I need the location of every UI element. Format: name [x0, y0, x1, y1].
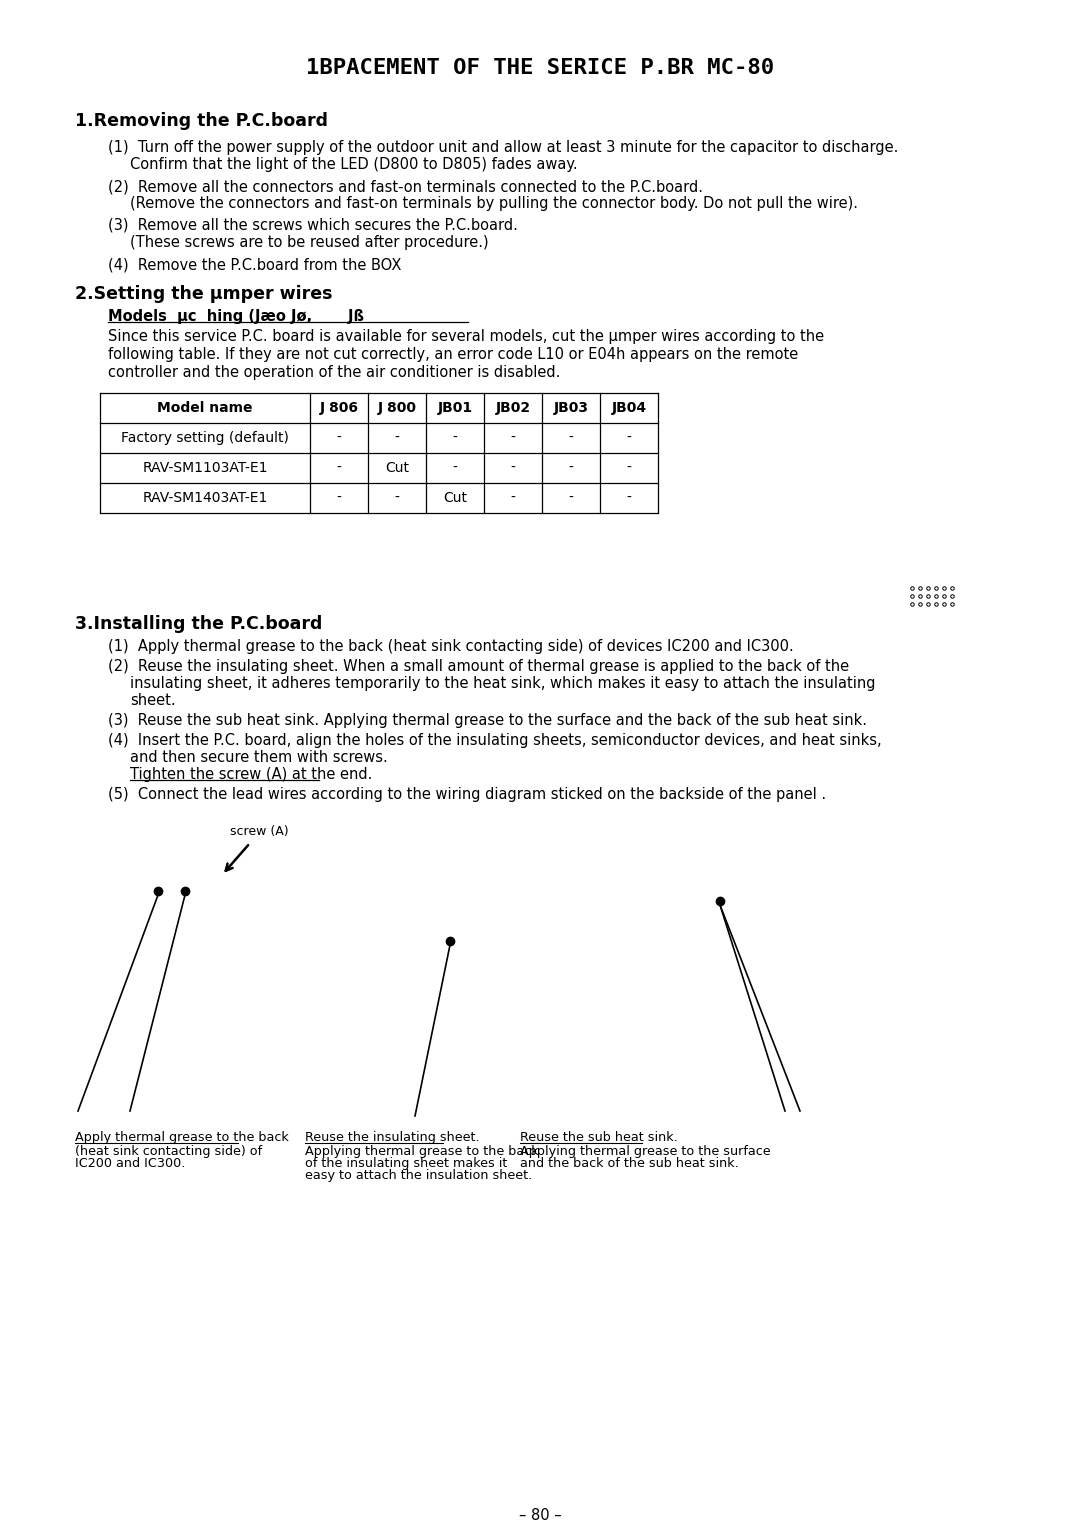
- Text: -: -: [394, 492, 400, 505]
- Text: -: -: [511, 461, 515, 475]
- Text: (heat sink contacting side) of: (heat sink contacting side) of: [75, 1145, 262, 1157]
- Text: Reuse the insulating sheet.: Reuse the insulating sheet.: [305, 1132, 480, 1144]
- Text: -: -: [511, 431, 515, 444]
- Text: Apply thermal grease to the back: Apply thermal grease to the back: [75, 1132, 288, 1144]
- Text: (4)  Remove the P.C.board from the BOX: (4) Remove the P.C.board from the BOX: [108, 257, 402, 272]
- Text: Tighten the screw (A) at the end.: Tighten the screw (A) at the end.: [130, 767, 373, 782]
- Text: -: -: [568, 492, 573, 505]
- Text: (2)  Reuse the insulating sheet. When a small amount of thermal grease is applie: (2) Reuse the insulating sheet. When a s…: [108, 660, 849, 673]
- Text: screw (A): screw (A): [230, 825, 288, 838]
- Text: (These screws are to be reused after procedure.): (These screws are to be reused after pro…: [130, 235, 488, 250]
- Text: (3)  Reuse the sub heat sink. Applying thermal grease to the surface and the bac: (3) Reuse the sub heat sink. Applying th…: [108, 713, 867, 728]
- Text: (3)  Remove all the screws which secures the P.C.board.: (3) Remove all the screws which secures …: [108, 218, 518, 234]
- Text: Reuse the sub heat sink.: Reuse the sub heat sink.: [519, 1132, 678, 1144]
- Text: Cut: Cut: [443, 492, 467, 505]
- Text: Cut: Cut: [384, 461, 409, 475]
- Text: (5)  Connect the lead wires according to the wiring diagram sticked on the backs: (5) Connect the lead wires according to …: [108, 786, 826, 802]
- Text: -: -: [626, 461, 632, 475]
- Text: 2.Setting the μmper wires: 2.Setting the μmper wires: [75, 286, 333, 302]
- Text: and the back of the sub heat sink.: and the back of the sub heat sink.: [519, 1157, 739, 1170]
- Text: of the insulating sheet makes it: of the insulating sheet makes it: [305, 1157, 508, 1170]
- Text: Applying thermal grease to the surface: Applying thermal grease to the surface: [519, 1145, 771, 1157]
- Text: -: -: [568, 461, 573, 475]
- Text: and then secure them with screws.: and then secure them with screws.: [130, 750, 388, 765]
- Text: -: -: [453, 461, 458, 475]
- Text: -: -: [626, 431, 632, 444]
- Text: Model name: Model name: [158, 402, 253, 415]
- Text: sheet.: sheet.: [130, 693, 176, 709]
- Text: easy to attach the insulation sheet.: easy to attach the insulation sheet.: [305, 1170, 532, 1182]
- Text: JB03: JB03: [554, 402, 589, 415]
- Text: (1)  Turn off the power supply of the outdoor unit and allow at least 3 minute f: (1) Turn off the power supply of the out…: [108, 140, 899, 156]
- Text: controller and the operation of the air conditioner is disabled.: controller and the operation of the air …: [108, 365, 561, 380]
- Text: J 800: J 800: [378, 402, 417, 415]
- Text: -: -: [511, 492, 515, 505]
- Text: insulating sheet, it adheres temporarily to the heat sink, which makes it easy t: insulating sheet, it adheres temporarily…: [130, 676, 876, 692]
- Text: 1.Removing the P.C.board: 1.Removing the P.C.board: [75, 111, 328, 130]
- Text: JB01: JB01: [437, 402, 473, 415]
- Text: -: -: [337, 492, 341, 505]
- Text: IC200 and IC300.: IC200 and IC300.: [75, 1157, 186, 1170]
- Text: (4)  Insert the P.C. board, align the holes of the insulating sheets, semiconduc: (4) Insert the P.C. board, align the hol…: [108, 733, 881, 748]
- Text: -: -: [337, 461, 341, 475]
- Text: (Remove the connectors and fast-on terminals by pulling the connector body. Do n: (Remove the connectors and fast-on termi…: [130, 195, 858, 211]
- Text: Applying thermal grease to the back: Applying thermal grease to the back: [305, 1145, 539, 1157]
- Text: 1BPACEMENT OF THE SERICE P.BR MC-80: 1BPACEMENT OF THE SERICE P.BR MC-80: [306, 58, 774, 78]
- Text: Models  μc  hing (Jæo Jø,       Jß: Models μc hing (Jæo Jø, Jß: [108, 308, 364, 324]
- Text: JB04: JB04: [611, 402, 647, 415]
- Text: -: -: [568, 431, 573, 444]
- Text: -: -: [453, 431, 458, 444]
- Text: RAV-SM1103AT-E1: RAV-SM1103AT-E1: [143, 461, 268, 475]
- Text: JB02: JB02: [496, 402, 530, 415]
- Text: Since this service P.C. board is available for several models, cut the μmper wir: Since this service P.C. board is availab…: [108, 328, 824, 344]
- Text: – 80 –: – 80 –: [518, 1509, 562, 1522]
- Text: (2)  Remove all the connectors and fast-on terminals connected to the P.C.board.: (2) Remove all the connectors and fast-o…: [108, 179, 703, 194]
- Text: Confirm that the light of the LED (D800 to D805) fades away.: Confirm that the light of the LED (D800 …: [130, 157, 578, 173]
- Text: 3.Installing the P.C.board: 3.Installing the P.C.board: [75, 615, 322, 634]
- Text: (1)  Apply thermal grease to the back (heat sink contacting side) of devices IC2: (1) Apply thermal grease to the back (he…: [108, 638, 794, 654]
- Text: -: -: [394, 431, 400, 444]
- Text: RAV-SM1403AT-E1: RAV-SM1403AT-E1: [143, 492, 268, 505]
- Text: Factory setting (default): Factory setting (default): [121, 431, 289, 444]
- Text: -: -: [626, 492, 632, 505]
- Text: J 806: J 806: [320, 402, 359, 415]
- Text: following table. If they are not cut correctly, an error code L10 or E04h appear: following table. If they are not cut cor…: [108, 347, 798, 362]
- Text: -: -: [337, 431, 341, 444]
